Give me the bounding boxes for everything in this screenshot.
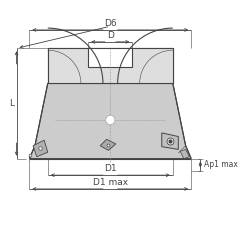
Circle shape bbox=[106, 115, 115, 125]
Text: D1 max: D1 max bbox=[93, 178, 128, 187]
Polygon shape bbox=[180, 150, 189, 159]
Polygon shape bbox=[48, 48, 173, 83]
Text: D: D bbox=[107, 31, 114, 40]
Text: D6: D6 bbox=[104, 19, 117, 28]
Text: D1: D1 bbox=[104, 164, 117, 173]
Polygon shape bbox=[88, 48, 132, 67]
Text: Ap1 max: Ap1 max bbox=[204, 160, 238, 169]
Polygon shape bbox=[30, 83, 191, 159]
Text: L: L bbox=[9, 99, 14, 108]
Polygon shape bbox=[33, 140, 48, 157]
Polygon shape bbox=[162, 133, 178, 150]
Polygon shape bbox=[100, 139, 116, 150]
